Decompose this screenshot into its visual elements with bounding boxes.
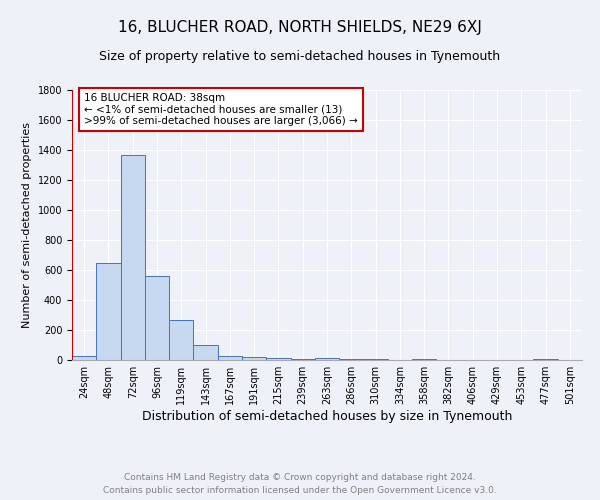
Text: 16, BLUCHER ROAD, NORTH SHIELDS, NE29 6XJ: 16, BLUCHER ROAD, NORTH SHIELDS, NE29 6X… bbox=[118, 20, 482, 35]
Y-axis label: Number of semi-detached properties: Number of semi-detached properties bbox=[22, 122, 32, 328]
Bar bbox=[412, 359, 436, 360]
Bar bbox=[315, 358, 339, 360]
Bar bbox=[339, 358, 364, 360]
Bar bbox=[364, 359, 388, 360]
Bar bbox=[96, 263, 121, 360]
Text: 16 BLUCHER ROAD: 38sqm
← <1% of semi-detached houses are smaller (13)
>99% of se: 16 BLUCHER ROAD: 38sqm ← <1% of semi-det… bbox=[84, 93, 358, 126]
Text: Contains HM Land Registry data © Crown copyright and database right 2024.
Contai: Contains HM Land Registry data © Crown c… bbox=[103, 474, 497, 495]
Bar bbox=[533, 358, 558, 360]
Bar bbox=[266, 358, 290, 360]
Bar bbox=[72, 356, 96, 360]
Bar bbox=[290, 358, 315, 360]
Bar bbox=[218, 356, 242, 360]
Bar bbox=[121, 154, 145, 360]
Bar bbox=[242, 357, 266, 360]
Bar bbox=[193, 345, 218, 360]
Bar bbox=[169, 320, 193, 360]
Text: Size of property relative to semi-detached houses in Tynemouth: Size of property relative to semi-detach… bbox=[100, 50, 500, 63]
Bar bbox=[145, 276, 169, 360]
X-axis label: Distribution of semi-detached houses by size in Tynemouth: Distribution of semi-detached houses by … bbox=[142, 410, 512, 423]
